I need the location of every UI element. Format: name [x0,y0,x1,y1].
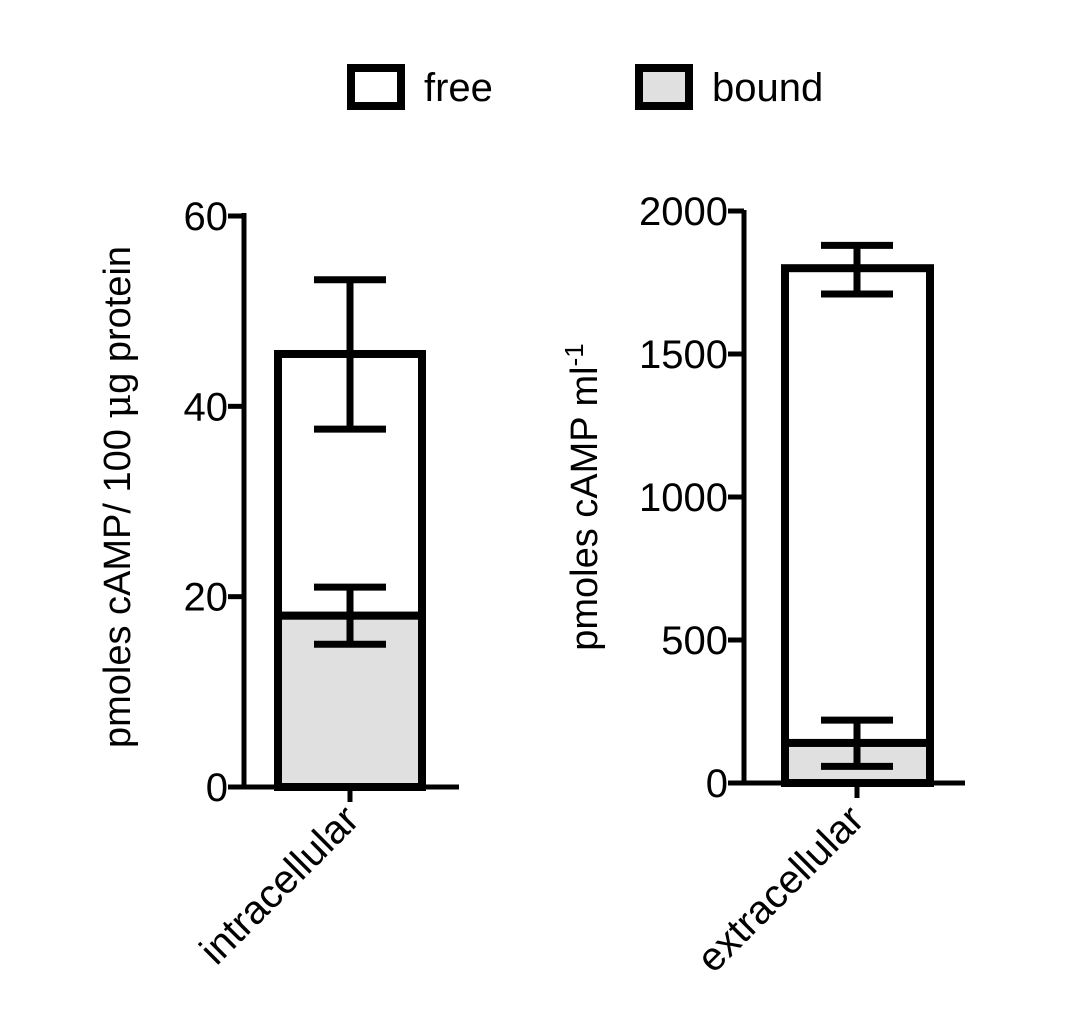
legend-swatch-free [347,64,405,110]
legend: free bound [347,64,823,110]
y-axis-label: pmoles cAMP ml-1 [559,343,606,651]
legend-label-free: free [424,66,493,110]
bar-free [781,264,934,747]
y-tick-label: 60 [184,195,229,239]
category-label-extracellular: extracellular [689,797,873,981]
y-axis-label: pmoles cAMP/ 100 μg protein [95,246,139,748]
category-label-intracellular: intracellular [192,797,368,973]
legend-label-bound: bound [712,66,823,110]
y-tick-label: 500 [661,619,728,663]
chart-extracellular: pmoles cAMP ml-1 extracellular 0 500 1000 1… [559,190,965,981]
legend-swatch-bound [635,64,693,110]
y-tick-label: 20 [184,576,229,620]
y-tick-label: 40 [184,385,229,429]
chart-intracellular: pmoles cAMP/ 100 μg protein intracellula… [95,195,459,973]
y-tick-label: 2000 [639,190,728,234]
y-tick-label: 0 [706,762,728,806]
y-tick-label: 1000 [639,476,728,520]
y-tick-label: 0 [206,766,228,810]
y-tick-label: 1500 [639,333,728,377]
